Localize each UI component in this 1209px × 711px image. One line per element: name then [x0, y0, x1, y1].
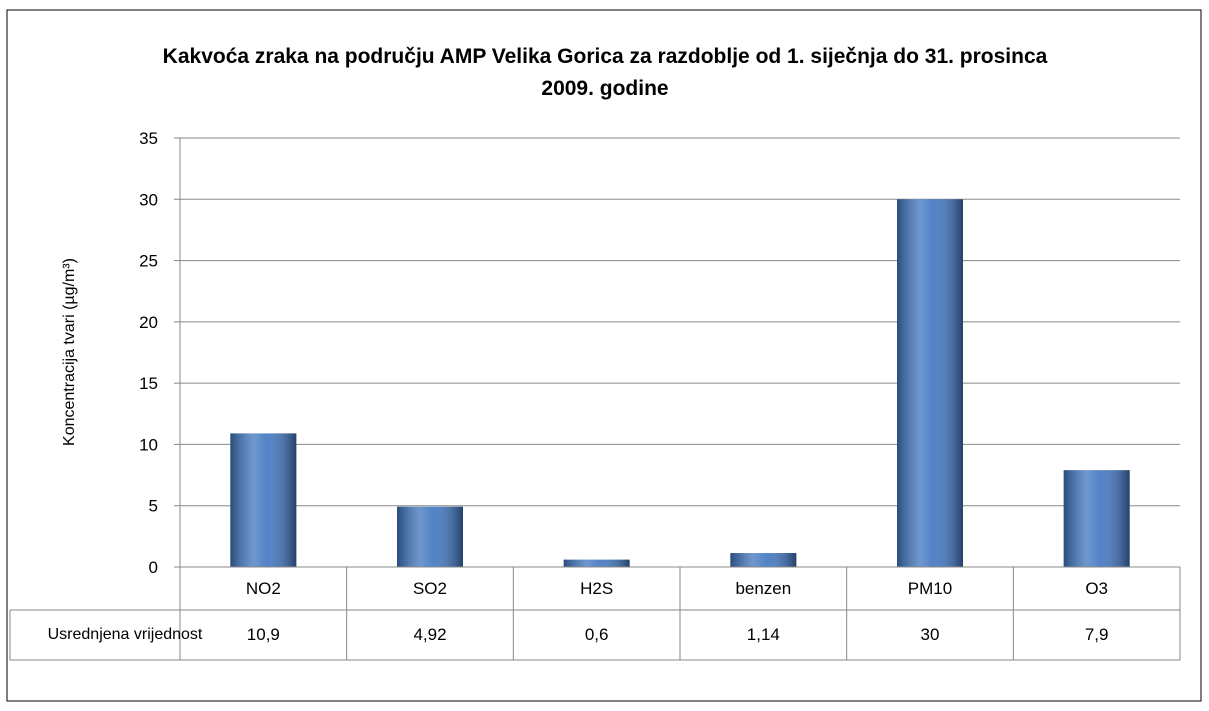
- table-value: 10,9: [246, 625, 280, 644]
- table-value: 30: [920, 625, 940, 644]
- chart-border: [6, 9, 1202, 702]
- x-tick-label: PM10: [907, 578, 953, 598]
- x-tick-label: benzen: [735, 578, 792, 598]
- table-value: 0,6: [584, 625, 609, 644]
- table-value: 1,14: [746, 625, 780, 644]
- y-tick-label: 5: [149, 497, 158, 516]
- y-axis-label: Koncentracija tvari (µg/m³): [61, 258, 78, 446]
- bar-shading: [1063, 470, 1130, 567]
- table-value: 7,9: [1084, 625, 1109, 644]
- table-value: 4,92: [413, 625, 447, 644]
- y-tick-label: 20: [139, 313, 158, 332]
- chart-title: Kakvoća zraka na području AMP Velika Gor…: [162, 45, 1048, 100]
- x-tick-label: O3: [1085, 578, 1108, 598]
- bar-shading: [730, 553, 797, 567]
- bar-shading: [563, 559, 630, 567]
- y-tick-label: 15: [139, 374, 158, 393]
- series-name: Usrednjena vrijednost: [47, 626, 203, 643]
- y-tick-label: 35: [139, 129, 158, 148]
- bar-shading: [897, 199, 963, 568]
- y-tick-label: 10: [139, 435, 158, 454]
- y-tick-label: 0: [149, 558, 158, 577]
- y-tick-label: 30: [139, 190, 158, 209]
- x-tick-label: H2S: [580, 578, 614, 598]
- x-tick-label: NO2: [245, 578, 281, 598]
- x-tick-label: SO2: [412, 578, 447, 598]
- y-tick-label: 25: [139, 252, 158, 271]
- bar-shading: [230, 433, 297, 567]
- bar-shading: [397, 506, 463, 567]
